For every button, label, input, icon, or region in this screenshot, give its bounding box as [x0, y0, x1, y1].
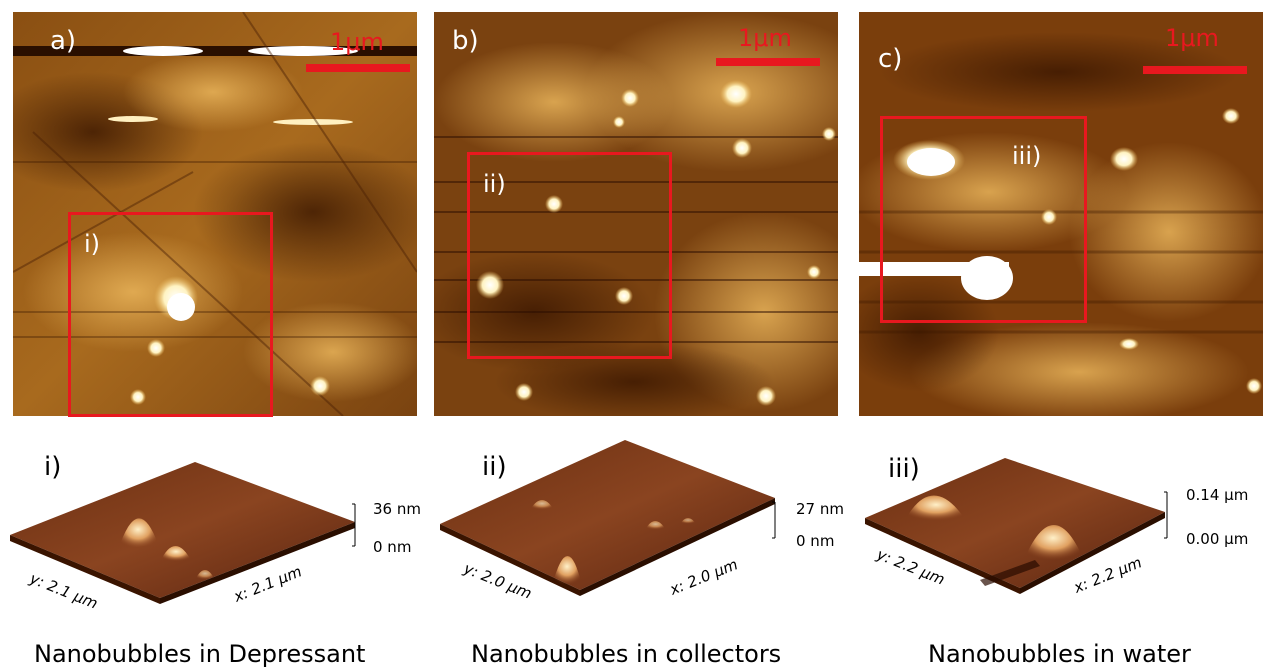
subpanel-label-iii: iii)	[888, 454, 920, 484]
afm-topography-a	[13, 12, 417, 416]
roi-box-i	[68, 212, 273, 417]
z-max-label-ii: 27 nm	[796, 500, 844, 518]
panel-label-b: b)	[452, 26, 479, 56]
scale-bar-label-c: 1μm	[1165, 24, 1219, 52]
surface-plot-ii	[430, 440, 850, 630]
z-min-label-ii: 0 nm	[796, 532, 835, 550]
panel-label-c: c)	[878, 44, 903, 74]
surface-3d-i	[10, 462, 356, 604]
roi-box-ii	[467, 152, 672, 359]
caption-collectors: Nanobubbles in collectors	[471, 640, 782, 668]
afm-image-b	[434, 12, 838, 416]
z-max-label-iii: 0.14 μm	[1186, 486, 1249, 504]
afm-topography-c	[859, 12, 1263, 416]
z-max-label-i: 36 nm	[373, 500, 421, 518]
afm-image-c	[859, 12, 1263, 416]
surface-3d-ii	[440, 440, 776, 596]
scale-bar-label-b: 1μm	[738, 24, 792, 52]
afm-image-a	[13, 12, 417, 416]
caption-water: Nanobubbles in water	[928, 640, 1191, 668]
roi-label-iii: iii)	[1012, 142, 1042, 170]
panel-label-a: a)	[50, 26, 77, 56]
scale-bar-c	[1143, 66, 1247, 74]
subpanel-label-i: i)	[44, 452, 62, 482]
subpanel-label-ii: ii)	[482, 452, 507, 482]
roi-box-iii	[880, 116, 1087, 323]
surface-plot-iii	[855, 440, 1271, 630]
z-min-label-i: 0 nm	[373, 538, 412, 556]
z-min-label-iii: 0.00 μm	[1186, 530, 1249, 548]
scale-bar-label-a: 1μm	[330, 28, 384, 56]
roi-label-i: i)	[84, 230, 101, 258]
surface-plot-i	[0, 440, 420, 630]
afm-topography-b	[434, 12, 838, 416]
scale-bar-b	[716, 58, 820, 66]
scale-bar-a	[306, 64, 410, 72]
surface-3d-iii	[865, 458, 1168, 594]
roi-label-ii: ii)	[483, 170, 506, 198]
caption-depressant: Nanobubbles in Depressant	[34, 640, 366, 668]
